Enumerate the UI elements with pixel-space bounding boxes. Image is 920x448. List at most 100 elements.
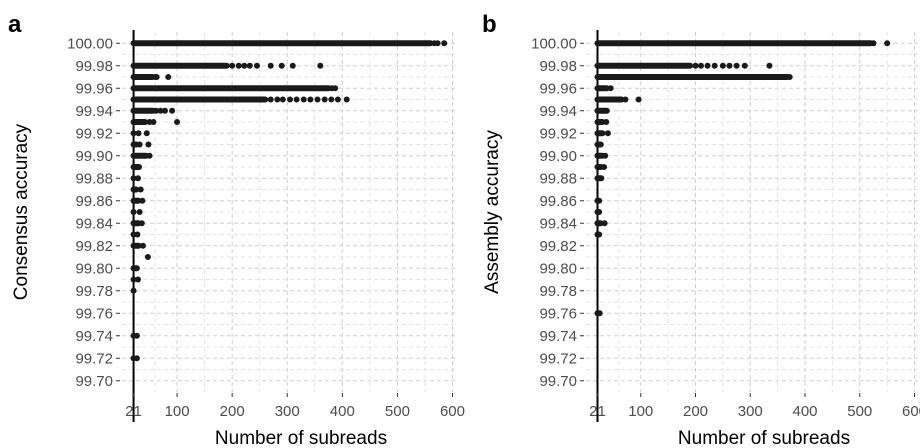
- y-tick-label: 99.88: [539, 170, 577, 187]
- x-axis-title-b: Number of subreads: [678, 428, 850, 448]
- y-tick-label: 99.74: [75, 328, 113, 345]
- data-point: [145, 141, 152, 148]
- y-tick-label: 99.90: [539, 148, 577, 165]
- data-point: [334, 96, 341, 103]
- x-tick-label: 21: [125, 403, 142, 420]
- data-point: [137, 186, 144, 193]
- x-ticks-b: 21 100 200 300 400 500 600: [589, 393, 920, 420]
- x-tick-label: 600: [440, 403, 465, 420]
- gridlines-a: [122, 32, 458, 392]
- y-tick-label: 99.98: [75, 58, 113, 75]
- data-point: [726, 62, 733, 69]
- data-point: [134, 231, 141, 238]
- data-point: [161, 107, 168, 114]
- y-tick-label: 99.72: [539, 350, 577, 367]
- data-point: [697, 62, 704, 69]
- data-points-a: [130, 40, 448, 362]
- y-tick-label: 99.82: [539, 238, 577, 255]
- data-point: [130, 287, 137, 294]
- x-axis-title-a: Number of subreads: [215, 428, 387, 448]
- x-tick-label: 500: [385, 403, 410, 420]
- data-point: [130, 276, 137, 283]
- data-point: [246, 62, 253, 69]
- y-tick-label: 99.78: [75, 283, 113, 300]
- data-point: [133, 355, 140, 362]
- y-tick-label: 99.70: [75, 373, 113, 390]
- x-ticks-a: 21 100 200 300 400 500 600: [125, 393, 465, 420]
- data-point: [607, 85, 614, 92]
- data-point: [143, 130, 150, 137]
- data-point: [133, 332, 140, 339]
- data-point: [135, 130, 142, 137]
- data-point: [153, 74, 160, 80]
- data-point: [267, 96, 274, 103]
- data-point: [130, 175, 137, 182]
- data-point: [711, 62, 718, 69]
- data-point: [279, 96, 286, 103]
- data-point: [596, 197, 603, 204]
- x-tick-label: 100: [628, 403, 653, 420]
- data-point: [136, 141, 143, 148]
- x-tick-label: 600: [902, 403, 920, 420]
- data-point: [139, 242, 146, 249]
- data-point: [150, 119, 157, 125]
- data-point: [229, 62, 236, 69]
- y-tick-label: 99.76: [75, 305, 113, 322]
- data-point: [287, 96, 293, 103]
- panel-letter-a: a: [8, 11, 22, 38]
- data-point: [733, 62, 740, 69]
- y-tick-label: 99.90: [75, 148, 113, 165]
- data-point: [766, 62, 773, 69]
- y-ticks-a: 99.70 99.72 99.74 99.76 99.78 99.80 99.82 99.84…: [67, 35, 120, 390]
- data-point: [635, 96, 642, 103]
- y-tick-label: 99.78: [539, 283, 577, 300]
- data-point: [603, 119, 610, 125]
- x-tick-label: 200: [220, 403, 245, 420]
- x-tick-label: 21: [589, 403, 606, 420]
- y-tick-label: 100.00: [67, 35, 113, 52]
- data-point: [332, 85, 339, 92]
- data-point: [157, 107, 164, 114]
- data-point: [692, 62, 699, 69]
- data-point: [741, 62, 748, 69]
- data-point: [293, 96, 300, 103]
- x-tick-label: 300: [275, 403, 300, 420]
- y-axis-title-a: Consensus accuracy: [11, 123, 32, 300]
- y-tick-label: 99.76: [539, 305, 577, 322]
- y-tick-label: 99.94: [75, 103, 113, 120]
- data-point: [136, 209, 143, 215]
- data-point: [130, 130, 137, 137]
- x-tick-label: 100: [165, 403, 190, 420]
- y-ticks-b: 99.70 99.72 99.74 99.76 99.78 99.80 99.82 99.84…: [531, 35, 584, 390]
- data-point: [596, 231, 603, 238]
- data-point: [146, 152, 153, 159]
- data-point: [596, 310, 603, 317]
- data-point: [165, 74, 172, 80]
- data-point: [343, 96, 350, 103]
- y-tick-label: 99.84: [539, 215, 577, 232]
- y-tick-label: 99.94: [539, 103, 577, 120]
- data-point: [604, 130, 611, 137]
- y-axis-title-b: Assembly accuracy: [482, 130, 503, 294]
- y-tick-label: 99.92: [539, 125, 577, 142]
- data-points-b: [594, 40, 891, 317]
- data-point: [870, 40, 877, 47]
- data-point: [235, 62, 242, 69]
- data-point: [434, 40, 441, 47]
- y-tick-label: 99.98: [539, 58, 577, 75]
- x-tick-label: 300: [738, 403, 763, 420]
- data-point: [153, 107, 160, 114]
- y-tick-label: 99.96: [539, 80, 577, 97]
- x-tick-label: 200: [683, 403, 708, 420]
- data-point: [253, 62, 260, 69]
- y-tick-label: 99.86: [539, 193, 577, 210]
- data-point: [317, 62, 324, 69]
- data-point: [321, 96, 328, 103]
- panel-b: b 99.7099.7299.7499.7699.7899.8099.8299.…: [482, 11, 920, 448]
- data-point: [274, 96, 281, 103]
- y-tick-label: 99.72: [75, 350, 113, 367]
- data-point: [622, 96, 629, 103]
- data-point: [241, 62, 248, 69]
- data-point: [719, 62, 726, 69]
- data-point: [278, 62, 285, 69]
